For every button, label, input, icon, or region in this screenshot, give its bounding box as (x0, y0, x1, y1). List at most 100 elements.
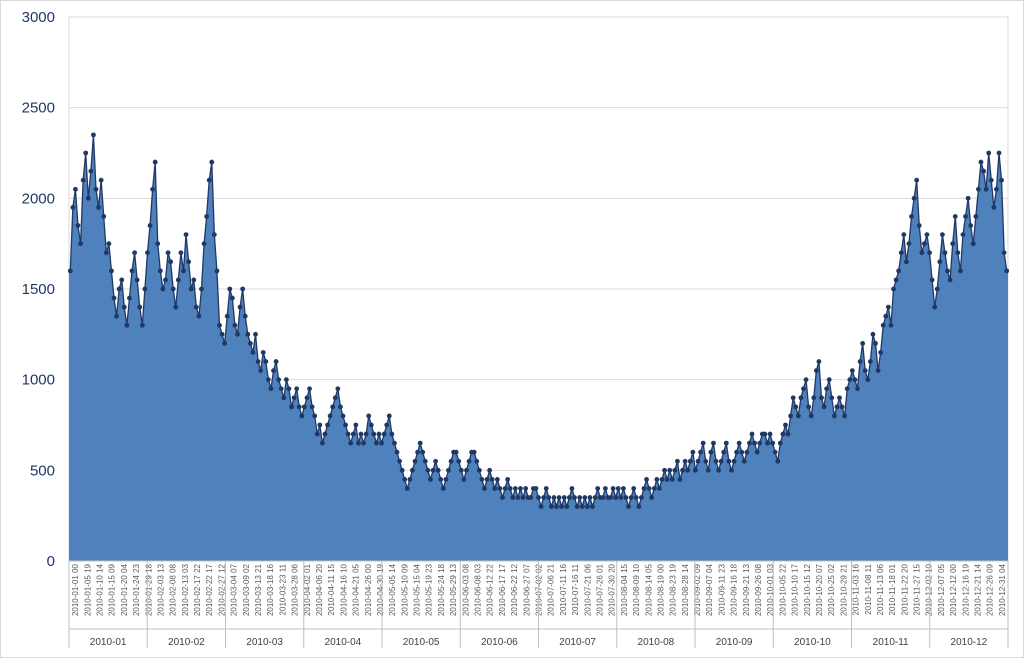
data-point (494, 477, 500, 482)
y-tick-label: 500 (30, 462, 55, 479)
data-point (438, 477, 444, 482)
x-tick-label: 2010-03-23 11 (278, 563, 287, 615)
data-point (595, 486, 601, 491)
x-tick-label: 2010-09-16 18 (730, 563, 739, 616)
x-tick-label: 2010-07-11 16 (559, 563, 568, 615)
data-point (865, 377, 871, 383)
data-point (893, 277, 899, 283)
data-point (199, 286, 204, 292)
x-tick-label: 2010-01-05 19 (83, 563, 92, 616)
data-point (847, 377, 853, 383)
data-point (839, 404, 845, 410)
x-tick-label: 2010-09-21 13 (742, 563, 751, 616)
data-point (888, 322, 894, 328)
data-point (314, 431, 320, 437)
data-point (376, 431, 382, 437)
data-point (628, 495, 634, 500)
data-point (428, 477, 433, 482)
data-point (518, 486, 523, 491)
data-point (98, 177, 104, 183)
data-point (150, 186, 156, 192)
data-point (247, 341, 253, 346)
x-tick-label: 2010-12-16 19 (961, 563, 970, 616)
data-point (335, 386, 341, 392)
data-point (870, 331, 876, 337)
data-point (857, 359, 863, 364)
data-point (204, 214, 210, 219)
month-label: 2010-02 (168, 637, 205, 648)
month-label: 2010-12 (951, 637, 988, 648)
data-point (371, 431, 377, 437)
x-tick-label: 2010-06-22 12 (510, 563, 519, 616)
data-point (762, 431, 768, 437)
data-point (106, 241, 112, 247)
data-point (137, 304, 143, 310)
x-tick-label: 2010-10-10 17 (791, 563, 800, 616)
data-point (816, 359, 822, 364)
data-point (289, 404, 294, 410)
data-point (93, 186, 99, 192)
data-point (960, 232, 966, 238)
data-point (443, 477, 449, 482)
data-point (278, 386, 284, 392)
x-tick-label: 2010-06-27 07 (522, 563, 531, 616)
data-point (747, 440, 752, 446)
data-point (695, 458, 701, 464)
data-point (675, 458, 680, 464)
data-point (626, 504, 631, 509)
data-point (381, 431, 387, 437)
x-tick-label: 2010-11-18 01 (888, 563, 897, 615)
data-point (188, 286, 194, 292)
x-tick-label: 2010-10-01 03 (766, 563, 775, 616)
data-point (325, 422, 330, 428)
x-tick-label: 2010-11-22 20 (900, 563, 909, 615)
x-tick-label: 2010-01-24 23 (132, 563, 141, 616)
x-tick-label: 2010-12-26 09 (986, 563, 995, 616)
x-tick-label: 2010-08-04 15 (620, 563, 629, 616)
data-point (572, 495, 577, 500)
data-point (320, 440, 325, 446)
x-tick-label: 2010-11-08 11 (864, 563, 873, 614)
x-tick-label: 2010-07-26 01 (595, 563, 604, 616)
data-point (610, 486, 616, 491)
data-point (1001, 250, 1007, 256)
y-tick-label: 2000 (22, 190, 55, 207)
x-tick-label: 2010-07-21 06 (583, 563, 592, 616)
data-point (631, 486, 637, 491)
data-point (322, 431, 328, 437)
data-point (374, 440, 379, 446)
data-point (464, 467, 469, 473)
data-point (1004, 268, 1010, 274)
data-point (716, 467, 721, 473)
x-tick-label: 2010-04-11 15 (327, 563, 336, 615)
data-point (209, 159, 215, 165)
data-point (754, 449, 760, 455)
data-point (968, 223, 974, 228)
data-point (440, 486, 446, 491)
data-point (736, 440, 742, 446)
data-point (229, 295, 235, 301)
data-point (358, 431, 364, 437)
month-label: 2010-01 (90, 637, 127, 648)
data-point (430, 467, 436, 473)
data-point (885, 304, 891, 310)
x-tick-label: 2010-01-10 14 (95, 563, 104, 616)
data-point (646, 486, 652, 491)
data-point (88, 168, 94, 174)
data-point (157, 268, 163, 274)
data-point (934, 286, 940, 292)
data-point (394, 449, 400, 455)
x-tick-label: 2010-11-13 06 (876, 563, 885, 615)
data-point (142, 286, 148, 292)
data-point (410, 467, 415, 473)
month-label: 2010-05 (403, 637, 440, 648)
data-point (952, 214, 958, 219)
data-point (235, 331, 240, 337)
data-point (132, 250, 138, 256)
data-point (147, 223, 153, 228)
data-point (134, 277, 140, 283)
data-point (502, 486, 508, 491)
data-point (456, 458, 462, 464)
data-point (613, 495, 619, 500)
data-point (479, 477, 485, 482)
